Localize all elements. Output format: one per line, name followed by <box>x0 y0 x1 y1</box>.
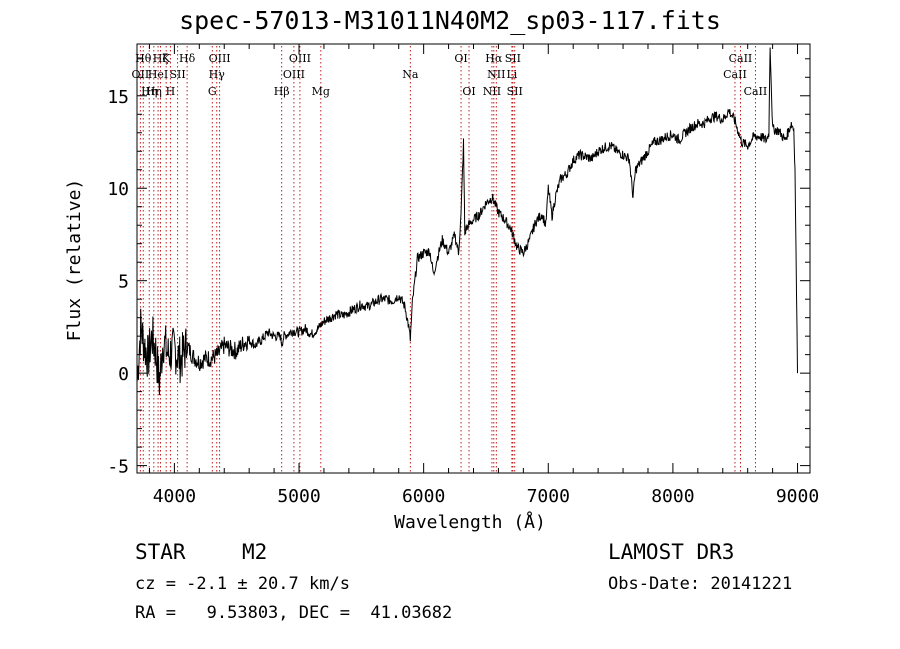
survey-label: LAMOST DR3 <box>608 540 735 564</box>
x-tick-label: 9000 <box>776 486 819 507</box>
spectral-line-label: Hθ <box>135 52 152 65</box>
spectral-line-label: G <box>208 85 217 98</box>
x-tick-label: 5000 <box>277 486 320 507</box>
y-tick-label: 0 <box>118 364 129 385</box>
x-tick-label: 7000 <box>527 486 570 507</box>
y-tick-label: 10 <box>107 179 129 200</box>
class-label: STAR <box>135 540 186 564</box>
spectral-line-label: OII <box>132 68 150 81</box>
chart-title: spec-57013-M31011N40M2_sp03-117.fits <box>179 6 721 35</box>
spectral-line-label: K <box>162 52 171 65</box>
spectral-line-label: H <box>166 85 176 98</box>
flux-series-line <box>136 47 798 396</box>
spectral-line-label: SII <box>170 68 186 81</box>
y-tick-label: -5 <box>107 457 129 478</box>
spectral-line-label: Hα <box>485 52 503 65</box>
y-tick-label: 5 <box>118 272 129 293</box>
spectral-line-label: OI <box>454 52 467 65</box>
spectral-line-label: OIII <box>289 52 311 65</box>
x-axis-label: Wavelength (Å) <box>394 511 546 533</box>
axis-tick-labels: 4000 5000 6000 7000 8000 9000 -5 0 5 10 15 <box>107 87 819 507</box>
spectral-line-label: HeI <box>148 68 168 81</box>
spectral-line-label: Hη <box>141 85 157 98</box>
y-axis-label: Flux (relative) <box>64 179 85 342</box>
y-tick-label: 15 <box>107 87 129 108</box>
x-tick-label: 6000 <box>402 486 445 507</box>
spectral-line-label: SII <box>505 52 521 65</box>
coords-text: RA = 9.53803, DEC = 41.03682 <box>135 603 453 623</box>
spectral-line-label: OI <box>462 85 475 98</box>
obs-date-text: Obs-Date: 20141221 <box>608 574 793 594</box>
spectral-line-label: SII <box>507 85 523 98</box>
subclass-label: M2 <box>242 540 268 564</box>
spectral-line-markers <box>139 46 756 473</box>
spectral-line-label: CaII <box>723 68 747 81</box>
x-tick-label: 8000 <box>651 486 694 507</box>
spectral-line-label: Hγ <box>209 68 226 81</box>
spectral-line-label: CaII <box>744 85 768 98</box>
axis-ticks <box>137 44 810 473</box>
spectral-line-label: Hζ <box>153 52 169 65</box>
spectral-line-label: Hβ <box>274 85 290 98</box>
plot-frame <box>136 43 811 474</box>
spectral-line-label: Hη <box>146 85 162 98</box>
spectral-line-label: OIII <box>283 68 305 81</box>
spectral-line-label: NII <box>487 68 505 81</box>
spectral-line-label: Li <box>506 68 517 81</box>
spectral-line-label: CaII <box>729 52 753 65</box>
spectral-line-label: Mg <box>312 85 330 98</box>
spectral-line-label: OIII <box>209 52 231 65</box>
redshift-text: cz = -2.1 ± 20.7 km/s <box>135 574 350 594</box>
spectral-line-label: NII <box>483 85 501 98</box>
spectral-line-label: Hδ <box>179 52 196 65</box>
spectral-line-label: Na <box>402 68 419 81</box>
x-tick-label: 4000 <box>153 486 196 507</box>
